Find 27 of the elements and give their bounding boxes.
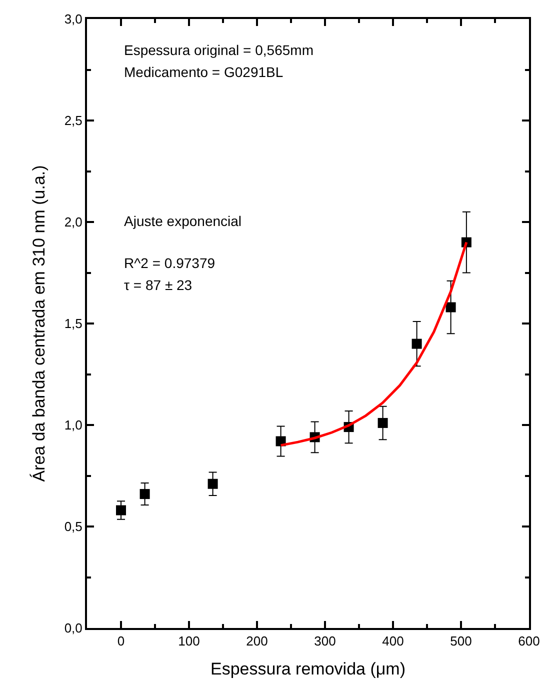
point [140, 489, 150, 500]
y-axis-title: Área da banda centrada em 310 nm (u.a.) [29, 165, 48, 482]
x-tick-label: 600 [518, 634, 540, 649]
y-tick-label: 2,0 [64, 214, 82, 230]
annotation: Medicamento = G0291BL [124, 64, 284, 80]
x-tick-label: 500 [450, 634, 472, 649]
x-tick-label: 0 [117, 634, 125, 649]
y-tick-label: 3,0 [64, 12, 82, 27]
point [378, 418, 388, 428]
x-axis-title: Espessura removida (μm) [210, 660, 406, 678]
x-tick-label: 300 [314, 634, 336, 649]
x-tick-label: 100 [178, 634, 200, 649]
point [446, 302, 456, 312]
annotation: Ajuste exponencial [124, 213, 242, 229]
y-tick-label: 2,5 [64, 113, 82, 128]
point [412, 338, 422, 349]
y-tick-label: 0,0 [64, 620, 82, 636]
x-tick-label: 400 [382, 634, 404, 649]
y-tick-label: 0,5 [64, 519, 82, 534]
x-tick-label: 200 [246, 634, 268, 649]
y-tick-label: 1,5 [64, 316, 82, 332]
annotation: Espessura original = 0,565mm [124, 42, 314, 58]
annotation: τ = 87 ± 23 [124, 277, 192, 293]
annotation: R^2 = 0.97379 [124, 255, 216, 271]
point [208, 478, 218, 489]
y-tick-label: 1,0 [64, 418, 82, 433]
point [116, 505, 126, 516]
